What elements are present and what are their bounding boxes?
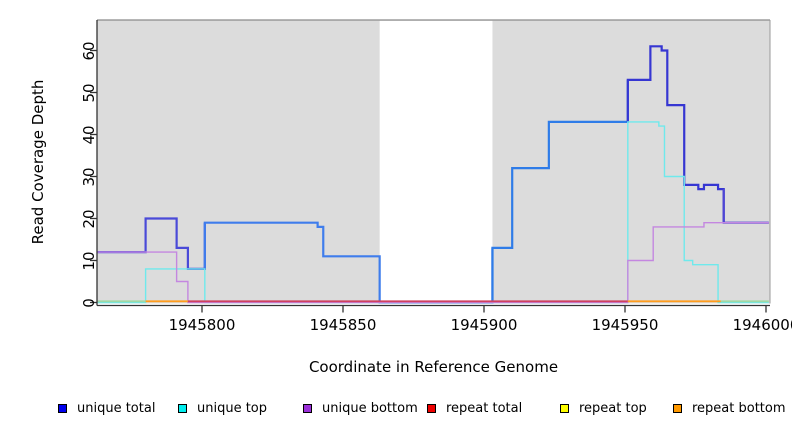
legend-label: repeat top — [579, 401, 647, 416]
x-tick-label: 1945950 — [591, 316, 659, 334]
y-tick-label: 50 — [80, 82, 98, 103]
y-tick-label: 10 — [80, 250, 98, 271]
legend-label: repeat total — [446, 401, 523, 416]
legend-label: unique bottom — [322, 401, 418, 416]
x-tick-label: 1945850 — [309, 316, 377, 334]
series-line-unique-top — [97, 121, 769, 304]
y-tick-label: 60 — [80, 40, 98, 61]
legend-label: unique top — [197, 401, 268, 416]
legend-label: repeat bottom — [692, 401, 786, 416]
x-axis-title: Coordinate in Reference Genome — [308, 358, 559, 376]
legend-swatch-icon — [178, 404, 187, 413]
y-axis-title: Read Coverage Depth — [29, 79, 47, 245]
legend-swatch-icon — [303, 404, 312, 413]
x-tick-label: 1945900 — [450, 316, 518, 334]
x-tick-label: 1945800 — [168, 316, 236, 334]
series-line-unique-total — [626, 45, 725, 223]
legend-label: unique total — [77, 401, 156, 416]
series-line-unique-bottom — [97, 221, 769, 304]
y-tick-label: 0 — [80, 297, 98, 308]
chart-legend: unique total unique top unique bottom repea… — [0, 400, 792, 424]
legend-swatch-icon — [673, 404, 682, 413]
masked-region — [379, 20, 493, 304]
legend-swatch-icon — [560, 404, 569, 413]
y-tick-label: 30 — [80, 166, 98, 187]
legend-swatch-icon — [427, 404, 436, 413]
series-line-unique-total — [491, 79, 629, 303]
y-tick-label: 20 — [80, 208, 98, 229]
y-tick-label: 40 — [80, 124, 98, 145]
legend-swatch-icon — [58, 404, 67, 413]
